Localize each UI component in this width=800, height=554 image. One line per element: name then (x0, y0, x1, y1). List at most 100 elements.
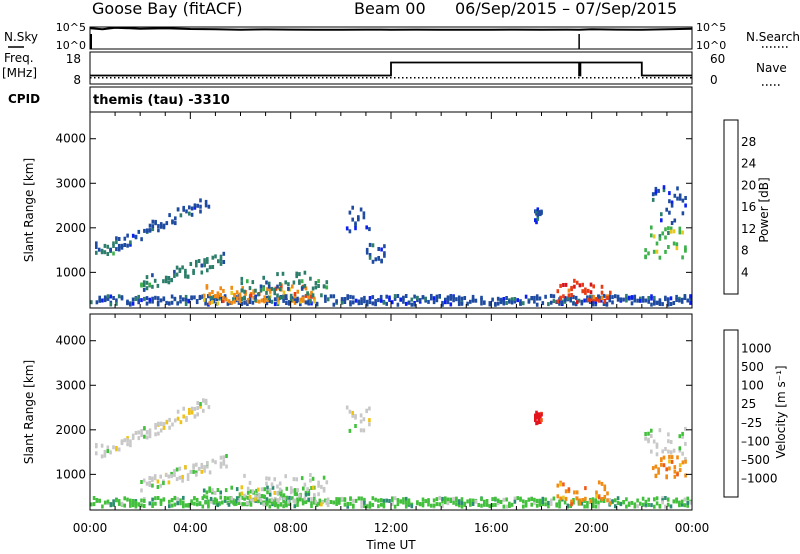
power-cell (647, 251, 650, 256)
velocity-cell (368, 422, 371, 427)
power-cell (285, 301, 288, 305)
power-cell (117, 294, 121, 299)
velocity-cell (174, 418, 177, 423)
velocity-cell (566, 503, 570, 508)
velocity-cell (354, 415, 357, 420)
velocity-cell (502, 497, 506, 502)
power-cell (449, 302, 453, 307)
velocity-cell (216, 488, 220, 492)
power-cell (661, 231, 664, 236)
velocity-cell (260, 494, 264, 498)
power-cell (131, 233, 135, 238)
power-cell (670, 203, 674, 208)
power-cell (371, 259, 375, 264)
power-cell (230, 300, 233, 305)
velocity-cell (388, 499, 391, 503)
velocity-cell (195, 502, 199, 507)
power-cell (324, 295, 327, 300)
power-cell (519, 301, 522, 306)
power-cell (186, 274, 190, 279)
power-cell (112, 296, 115, 300)
power-band-3 (90, 293, 692, 307)
power-cell (678, 230, 682, 235)
power-cell (374, 299, 377, 303)
velocity-cell (140, 433, 143, 437)
power-cell (535, 302, 539, 307)
velocity-cell (354, 424, 357, 428)
velocity-cell (143, 504, 146, 508)
power-cell (246, 298, 250, 303)
power-cell (474, 298, 478, 303)
velocity-cell (368, 406, 371, 411)
power-cell (254, 298, 257, 303)
power-cell (299, 297, 302, 302)
power-cell (653, 301, 656, 306)
velocity-cell (573, 490, 576, 495)
power-cell (354, 298, 358, 303)
velocity-cell (307, 497, 310, 502)
velocity-cell (241, 495, 244, 500)
velocity-cell (572, 500, 575, 505)
velocity-cell (156, 479, 160, 484)
velocity-cell (564, 496, 568, 501)
velocity-cell (197, 466, 201, 471)
power-cell (374, 257, 378, 262)
power-cell (304, 300, 308, 305)
power-cell (267, 281, 271, 286)
velocity-cell (265, 476, 268, 481)
power-cell (326, 297, 330, 302)
power-cell (154, 219, 157, 224)
velocity-cell (95, 444, 98, 449)
power-cell (162, 297, 166, 302)
velocity-cell (173, 502, 177, 507)
velocity-cell (608, 498, 611, 503)
velocity-cell (689, 500, 692, 505)
power-cell (413, 302, 416, 307)
power-cell (134, 297, 138, 301)
velocity-cell (446, 497, 450, 502)
nsky-left-tick-bottom: 10^0 (56, 39, 86, 52)
power-cell (669, 302, 673, 306)
velocity-cell (206, 464, 209, 469)
velocity-colorbar-tick-3: 25 (741, 397, 756, 411)
power-cell (233, 299, 236, 304)
velocity-cell (352, 503, 355, 508)
power-cell (235, 290, 239, 295)
velocity-cell (668, 454, 671, 459)
power-cell (683, 294, 687, 299)
power-cell (265, 295, 269, 300)
power-cell (662, 188, 666, 193)
power-cell (174, 216, 177, 221)
velocity-cell (343, 497, 347, 502)
power-colorbar-label: Power [dB] (757, 177, 771, 242)
velocity-cell (382, 498, 386, 503)
power-cell (404, 294, 408, 298)
power-cell (524, 294, 528, 299)
velocity-cell (162, 425, 166, 430)
velocity-cell (246, 490, 250, 495)
power-cell (293, 297, 297, 302)
velocity-cell (584, 486, 587, 491)
power-cell (625, 293, 628, 298)
velocity-cell (186, 473, 190, 478)
velocity-cell (483, 502, 486, 507)
velocity-cell (303, 482, 307, 487)
power-cell (145, 301, 149, 306)
velocity-cell (315, 501, 319, 506)
power-cell (287, 282, 290, 287)
velocity-cell (641, 502, 645, 507)
power-cell (430, 296, 433, 301)
power-cell (268, 287, 272, 292)
velocity-band-1 (115, 398, 211, 452)
power-cell (633, 298, 637, 303)
power-cell (654, 186, 658, 191)
velocity-cell (268, 499, 272, 504)
velocity-cell (324, 498, 327, 503)
velocity-cell (681, 434, 684, 439)
power-cell (101, 298, 104, 303)
velocity-cell (680, 499, 684, 504)
power-cell (193, 203, 197, 208)
power-cell (267, 296, 271, 301)
power-cell (293, 300, 297, 305)
power-cell (549, 293, 553, 298)
